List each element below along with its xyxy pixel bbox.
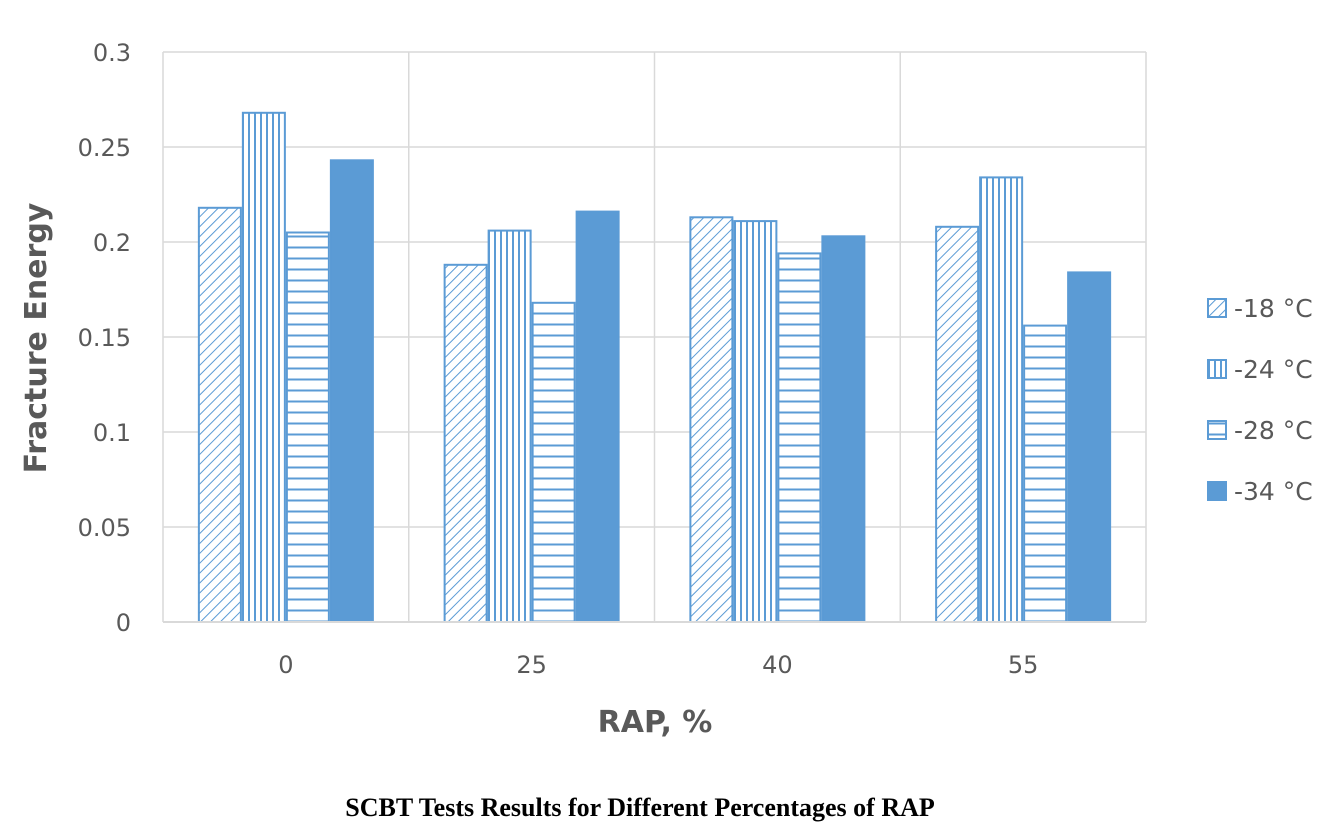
bar bbox=[329, 159, 374, 624]
legend-label: -24 °C bbox=[1234, 355, 1313, 384]
y-tick-label: 0.2 bbox=[93, 229, 131, 257]
legend-label: -18 °C bbox=[1234, 294, 1313, 323]
bar bbox=[575, 210, 620, 623]
bar bbox=[531, 301, 576, 623]
x-tick-label: 40 bbox=[762, 651, 793, 679]
legend-swatch bbox=[1207, 420, 1227, 440]
x-tick-label: 55 bbox=[1008, 651, 1039, 679]
x-axis-title: RAP, % bbox=[598, 705, 713, 740]
y-tick-label: 0 bbox=[116, 609, 131, 637]
bar bbox=[285, 231, 330, 623]
bar bbox=[733, 220, 778, 623]
legend-label: -34 °C bbox=[1234, 477, 1313, 506]
bar bbox=[777, 252, 822, 623]
bar bbox=[487, 229, 532, 623]
y-tick-label: 0.15 bbox=[78, 324, 131, 352]
bar bbox=[197, 206, 242, 624]
bars bbox=[197, 111, 1112, 624]
bar bbox=[241, 111, 286, 624]
y-axis-title: Fracture Energy bbox=[19, 202, 54, 473]
y-tick-label: 0.3 bbox=[93, 39, 131, 67]
legend-swatch bbox=[1207, 359, 1227, 379]
legend-label: -28 °C bbox=[1234, 416, 1313, 445]
y-tick-label: 0.1 bbox=[93, 419, 131, 447]
legend-swatch bbox=[1207, 298, 1227, 318]
bar bbox=[1023, 324, 1068, 623]
bar bbox=[689, 216, 734, 624]
bar bbox=[821, 235, 866, 624]
figure-caption: SCBT Tests Results for Different Percent… bbox=[345, 793, 935, 822]
legend-swatch bbox=[1207, 481, 1227, 501]
bar bbox=[935, 225, 980, 624]
y-tick-label: 0.05 bbox=[78, 514, 131, 542]
axes: 0 0.05 0.1 0.15 0.2 0.25 0.3 0 25 40 55 bbox=[78, 39, 1146, 679]
x-tick-label: 0 bbox=[278, 651, 293, 679]
x-tick-label: 25 bbox=[516, 651, 547, 679]
bar bbox=[979, 176, 1024, 623]
legend: -18 °C -24 °C -28 °C -34 °C bbox=[1207, 294, 1313, 506]
bar bbox=[1067, 271, 1112, 623]
bar bbox=[443, 263, 488, 623]
y-tick-label: 0.25 bbox=[78, 134, 131, 162]
